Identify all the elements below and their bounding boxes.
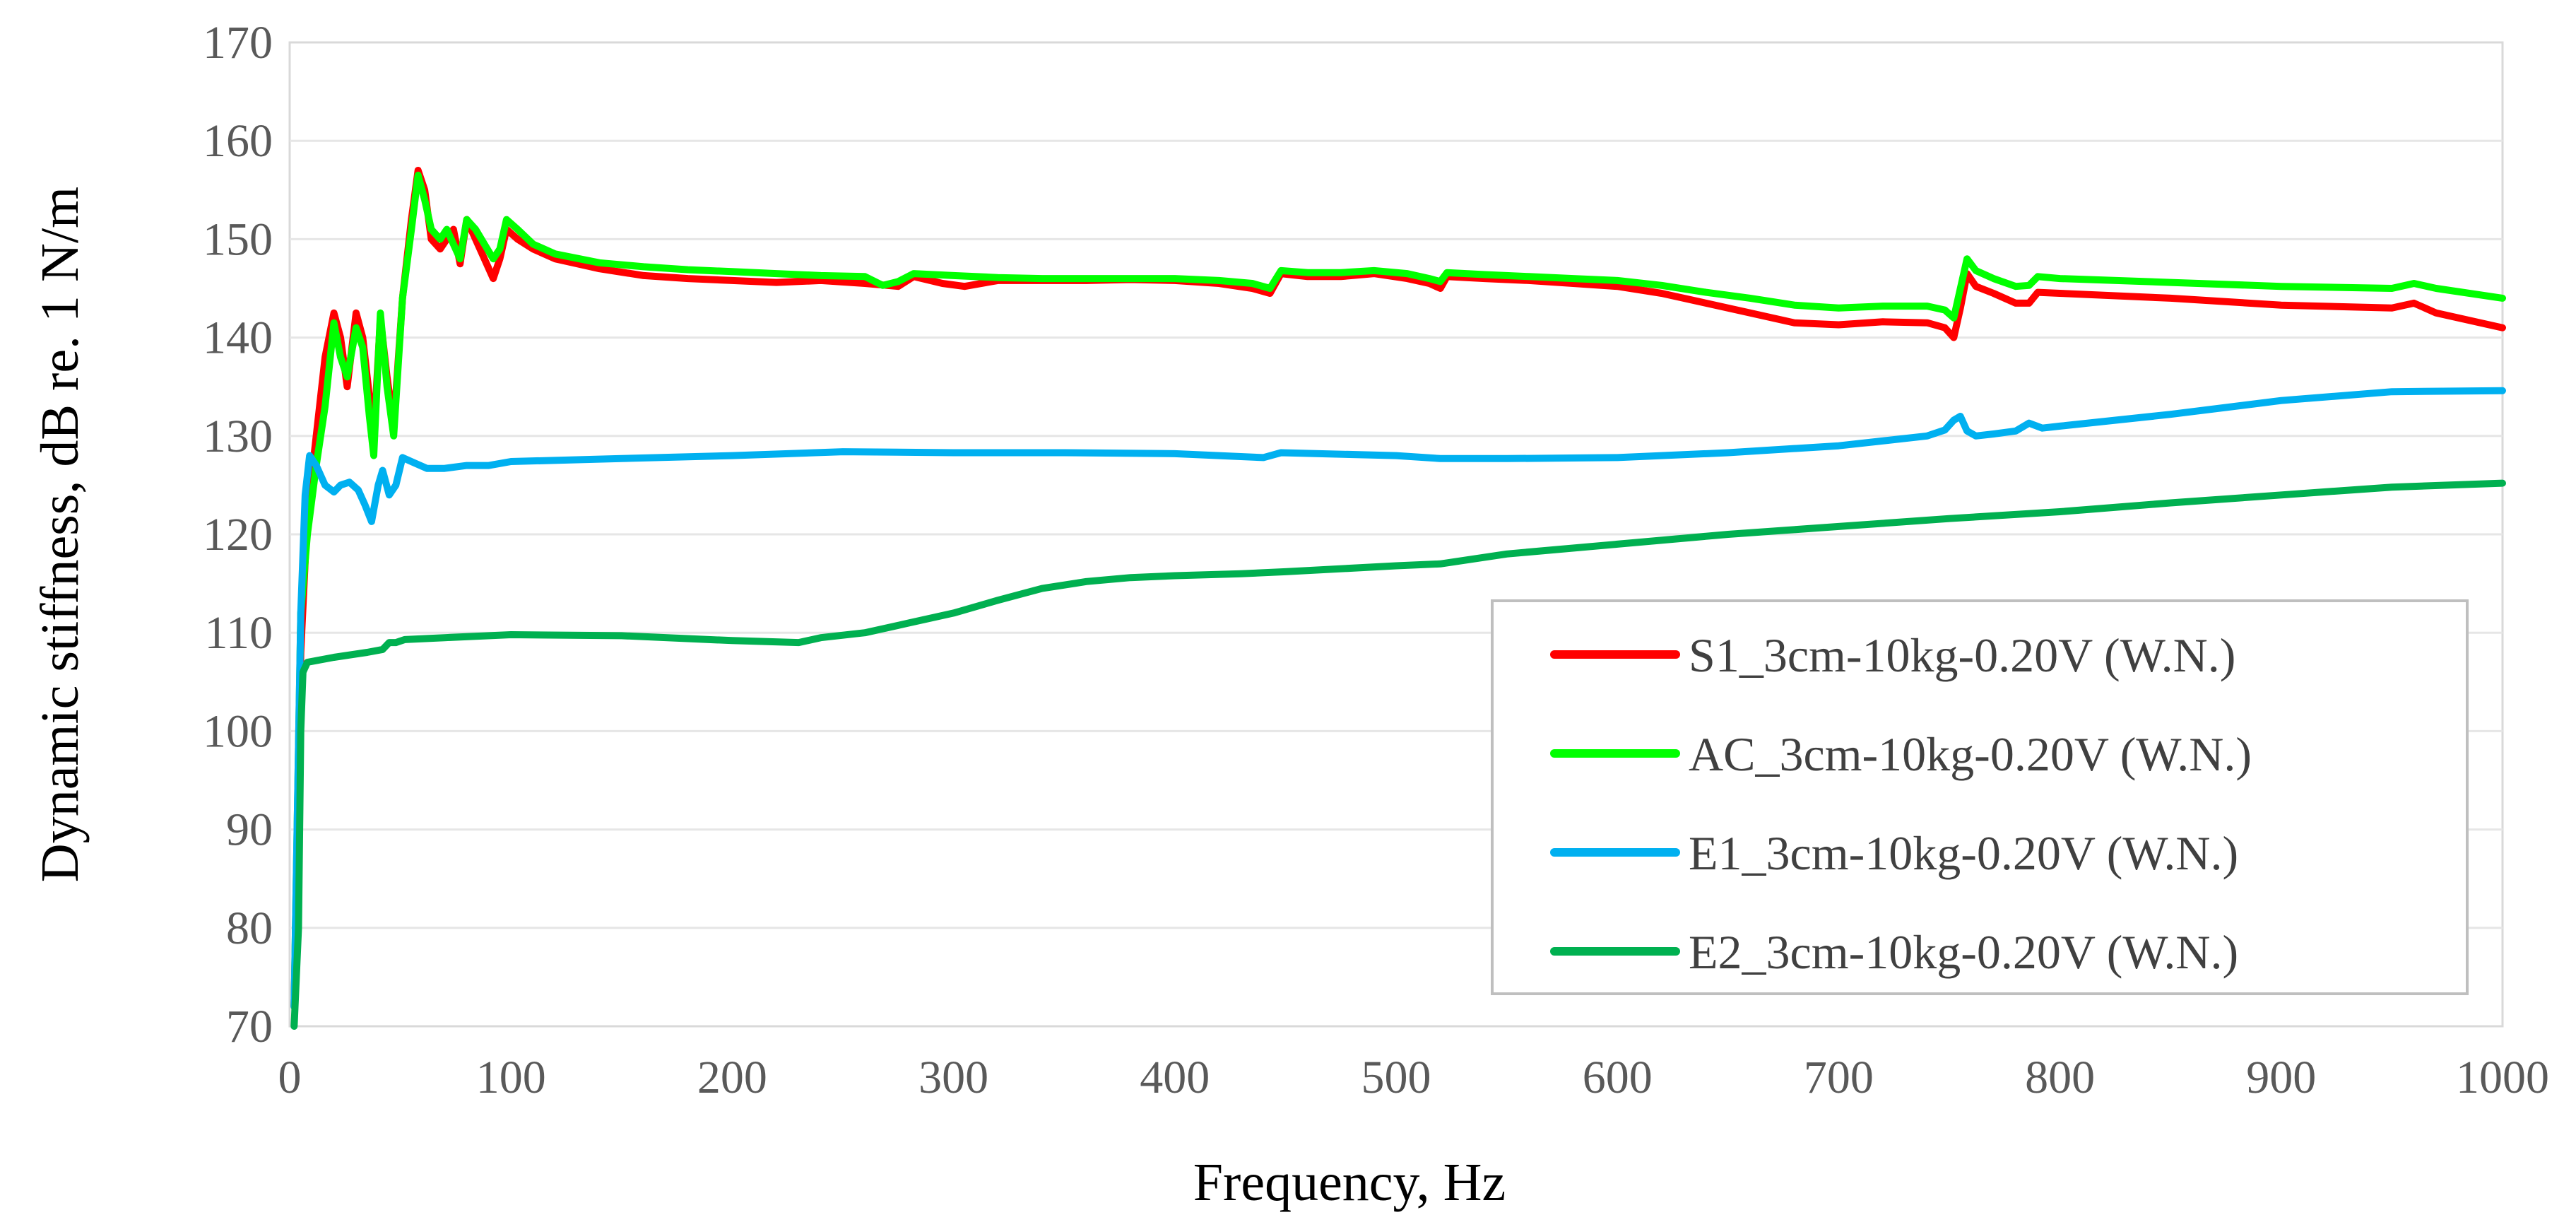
- x-tick-label: 1000: [2456, 1052, 2549, 1103]
- legend-label-4: E2_3cm-10kg-0.20V (W.N.): [1689, 925, 2238, 979]
- y-tick-label: 90: [226, 804, 273, 856]
- y-tick-label: 100: [203, 705, 273, 757]
- legend-box: [1491, 599, 2469, 995]
- y-tick-label: 130: [203, 411, 273, 462]
- y-tick-label: 120: [203, 509, 273, 560]
- y-tick-label: 140: [203, 312, 273, 364]
- x-tick-label: 800: [2025, 1052, 2095, 1103]
- x-tick-label: 500: [1361, 1052, 1431, 1103]
- y-tick-label: 70: [226, 1001, 273, 1052]
- series-lines: [290, 167, 2506, 1030]
- legend-label-1: S1_3cm-10kg-0.20V (W.N.): [1689, 628, 2235, 682]
- y-tick-label: 110: [204, 607, 273, 659]
- y-axis-title: Dynamic stiffness, dB re. 1 N/m: [30, 187, 90, 882]
- legend: S1_3cm-10kg-0.20V (W.N.) AC_3cm-10kg-0.20…: [1491, 599, 2469, 995]
- series-line-3: [290, 387, 2506, 1011]
- x-tick-label: 900: [2246, 1052, 2316, 1103]
- x-axis-title: Frequency, Hz: [1193, 1153, 1506, 1212]
- x-tick-label: 0: [278, 1052, 302, 1103]
- y-tick-label: 150: [203, 213, 273, 265]
- x-tick-label: 400: [1140, 1052, 1210, 1103]
- x-tick-label: 700: [1804, 1052, 1874, 1103]
- y-tick-label: 160: [203, 115, 273, 167]
- y-axis-ticks: 70 80 90 100 110 120 130 140 150 160 170: [203, 17, 273, 1052]
- legend-label-2: AC_3cm-10kg-0.20V (W.N.): [1689, 727, 2252, 781]
- x-tick-label: 600: [1583, 1052, 1653, 1103]
- x-tick-label: 300: [918, 1052, 988, 1103]
- y-tick-label: 170: [203, 17, 273, 69]
- x-tick-label: 200: [697, 1052, 767, 1103]
- x-axis-ticks: 0 100 200 300 400 500 600 700 800 900 1000: [278, 1052, 2550, 1103]
- y-tick-label: 80: [226, 903, 273, 954]
- series-line-4: [290, 479, 2506, 1030]
- legend-label-3: E1_3cm-10kg-0.20V (W.N.): [1689, 826, 2238, 880]
- x-tick-label: 100: [476, 1052, 546, 1103]
- series-line-2: [290, 171, 2506, 1011]
